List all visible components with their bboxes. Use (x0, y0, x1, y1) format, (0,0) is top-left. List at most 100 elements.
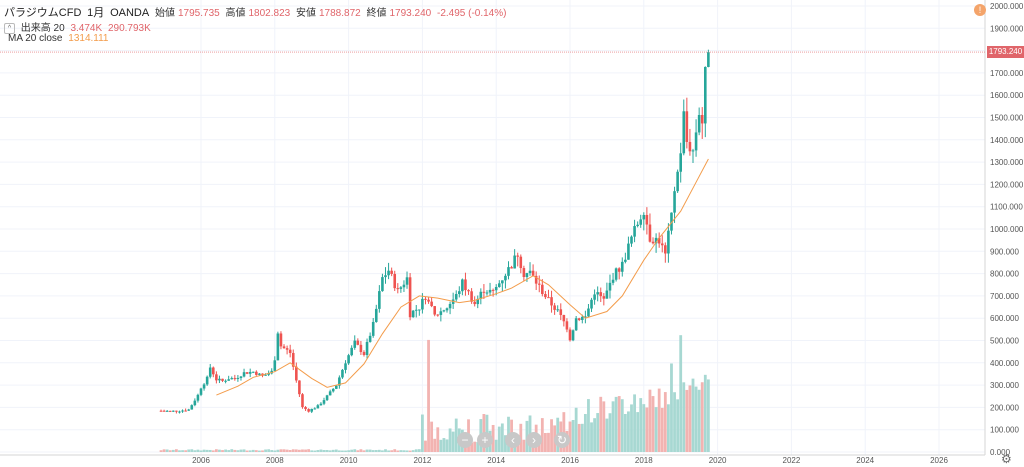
settings-gear-icon[interactable]: ⚙ (1001, 452, 1012, 466)
volume-legend-label[interactable]: 出来高 20 (20, 23, 65, 34)
candle-body (365, 341, 369, 355)
volume-bar (623, 413, 627, 452)
volume-bar (208, 449, 212, 452)
candle-body (390, 270, 393, 274)
volume-bar (258, 450, 261, 452)
volume-bar (390, 450, 394, 452)
candle-body (172, 410, 175, 412)
current-price-label: 1793.240 (987, 46, 1024, 58)
volume-bar (396, 450, 400, 452)
candle-body (654, 237, 658, 244)
candle-body (322, 400, 326, 404)
candle-body (258, 373, 261, 375)
candle-body (556, 309, 559, 311)
volume-bar (660, 407, 664, 452)
volume-bar (574, 407, 578, 452)
volume-bar (405, 450, 409, 452)
open-value: 1795.735 (177, 8, 220, 19)
volume-bar (547, 432, 550, 452)
candle-body (208, 367, 212, 377)
candle-body (439, 311, 443, 315)
price-tick-label: 1000.000 (990, 225, 1024, 234)
interval-label[interactable]: 1月 (87, 7, 105, 19)
volume-bar (337, 450, 341, 452)
volume-bar (633, 394, 636, 452)
collapse-icon[interactable]: ^ (4, 22, 15, 34)
volume-bar (227, 450, 231, 452)
high-value: 1802.823 (248, 8, 291, 19)
candle-body (501, 280, 504, 284)
candle-body (697, 114, 701, 133)
candle-body (402, 284, 406, 288)
volume-bar (411, 450, 415, 452)
scroll-right-icon[interactable]: › (526, 432, 542, 448)
year-tick-label: 2022 (783, 456, 801, 465)
close-label: 終値 (366, 8, 387, 19)
candle-body (436, 314, 440, 316)
change-value: -2.495 (-0.14%) (436, 8, 507, 19)
candle-body (187, 409, 190, 411)
volume-bar (679, 335, 683, 452)
volume-bar (214, 449, 218, 452)
candle-body (537, 283, 541, 285)
volume-bar (685, 389, 689, 452)
ma-legend-value: 1314.111 (68, 33, 109, 44)
volume-bar (341, 450, 344, 452)
volume-bar (291, 449, 295, 452)
candle-body (313, 408, 317, 410)
candle-body (301, 394, 304, 408)
candle-body (651, 241, 655, 244)
volume-legend: ^ 出来高 20 3.474K 290.793K (4, 19, 154, 34)
volume-bar (193, 450, 197, 452)
candle-body (541, 284, 544, 295)
ma-legend: MA 20 close 1314.111 (8, 33, 112, 44)
price-tick-label: 1700.000 (990, 69, 1024, 78)
volume-bar (630, 404, 633, 452)
candle-body (691, 150, 695, 152)
candle-body (328, 391, 332, 396)
volume-value-2: 290.793K (107, 23, 151, 34)
volume-bar (199, 450, 203, 452)
volume-bar (353, 449, 357, 452)
source-label: OANDA (110, 7, 150, 19)
candle-body (448, 303, 452, 309)
volume-bar (334, 449, 338, 452)
high-label: 高値 (225, 8, 246, 19)
candle-body (421, 298, 424, 310)
candle-body (491, 289, 495, 291)
candle-body (657, 237, 661, 244)
reset-icon[interactable]: ↻ (554, 432, 570, 448)
candle-body (356, 340, 360, 345)
volume-bar (470, 442, 473, 452)
volume-bar (599, 396, 603, 452)
volume-bar (251, 449, 255, 452)
volume-bar (285, 449, 289, 452)
ma-legend-label[interactable]: MA 20 close (8, 33, 63, 44)
volume-bar (236, 450, 240, 452)
candle-body (255, 371, 258, 375)
volume-bar (248, 450, 252, 452)
candle-body (707, 52, 710, 67)
price-tick-label: 100.000 (990, 426, 1019, 435)
candle-body (574, 318, 578, 331)
symbol-title[interactable]: パラジウムCFD (4, 7, 82, 19)
zoom-out-icon[interactable]: − (457, 432, 473, 448)
candle-body (627, 243, 630, 260)
volume-bar (436, 427, 440, 452)
volume-bar (700, 382, 704, 452)
candle-body (168, 410, 172, 412)
candle-body (685, 111, 689, 142)
volume-bar (171, 449, 175, 452)
zoom-in-icon[interactable]: + (477, 432, 493, 448)
volume-bar (427, 339, 430, 452)
volume-bar (654, 407, 658, 452)
volume-bar (301, 449, 304, 452)
volume-bar (350, 449, 354, 452)
candle-body (534, 275, 538, 284)
year-tick-label: 2008 (266, 456, 284, 465)
scroll-left-icon[interactable]: ‹ (505, 432, 521, 448)
alert-badge-icon[interactable]: ! (974, 4, 986, 16)
candle-body (236, 377, 240, 379)
price-tick-label: 700.000 (990, 292, 1019, 301)
